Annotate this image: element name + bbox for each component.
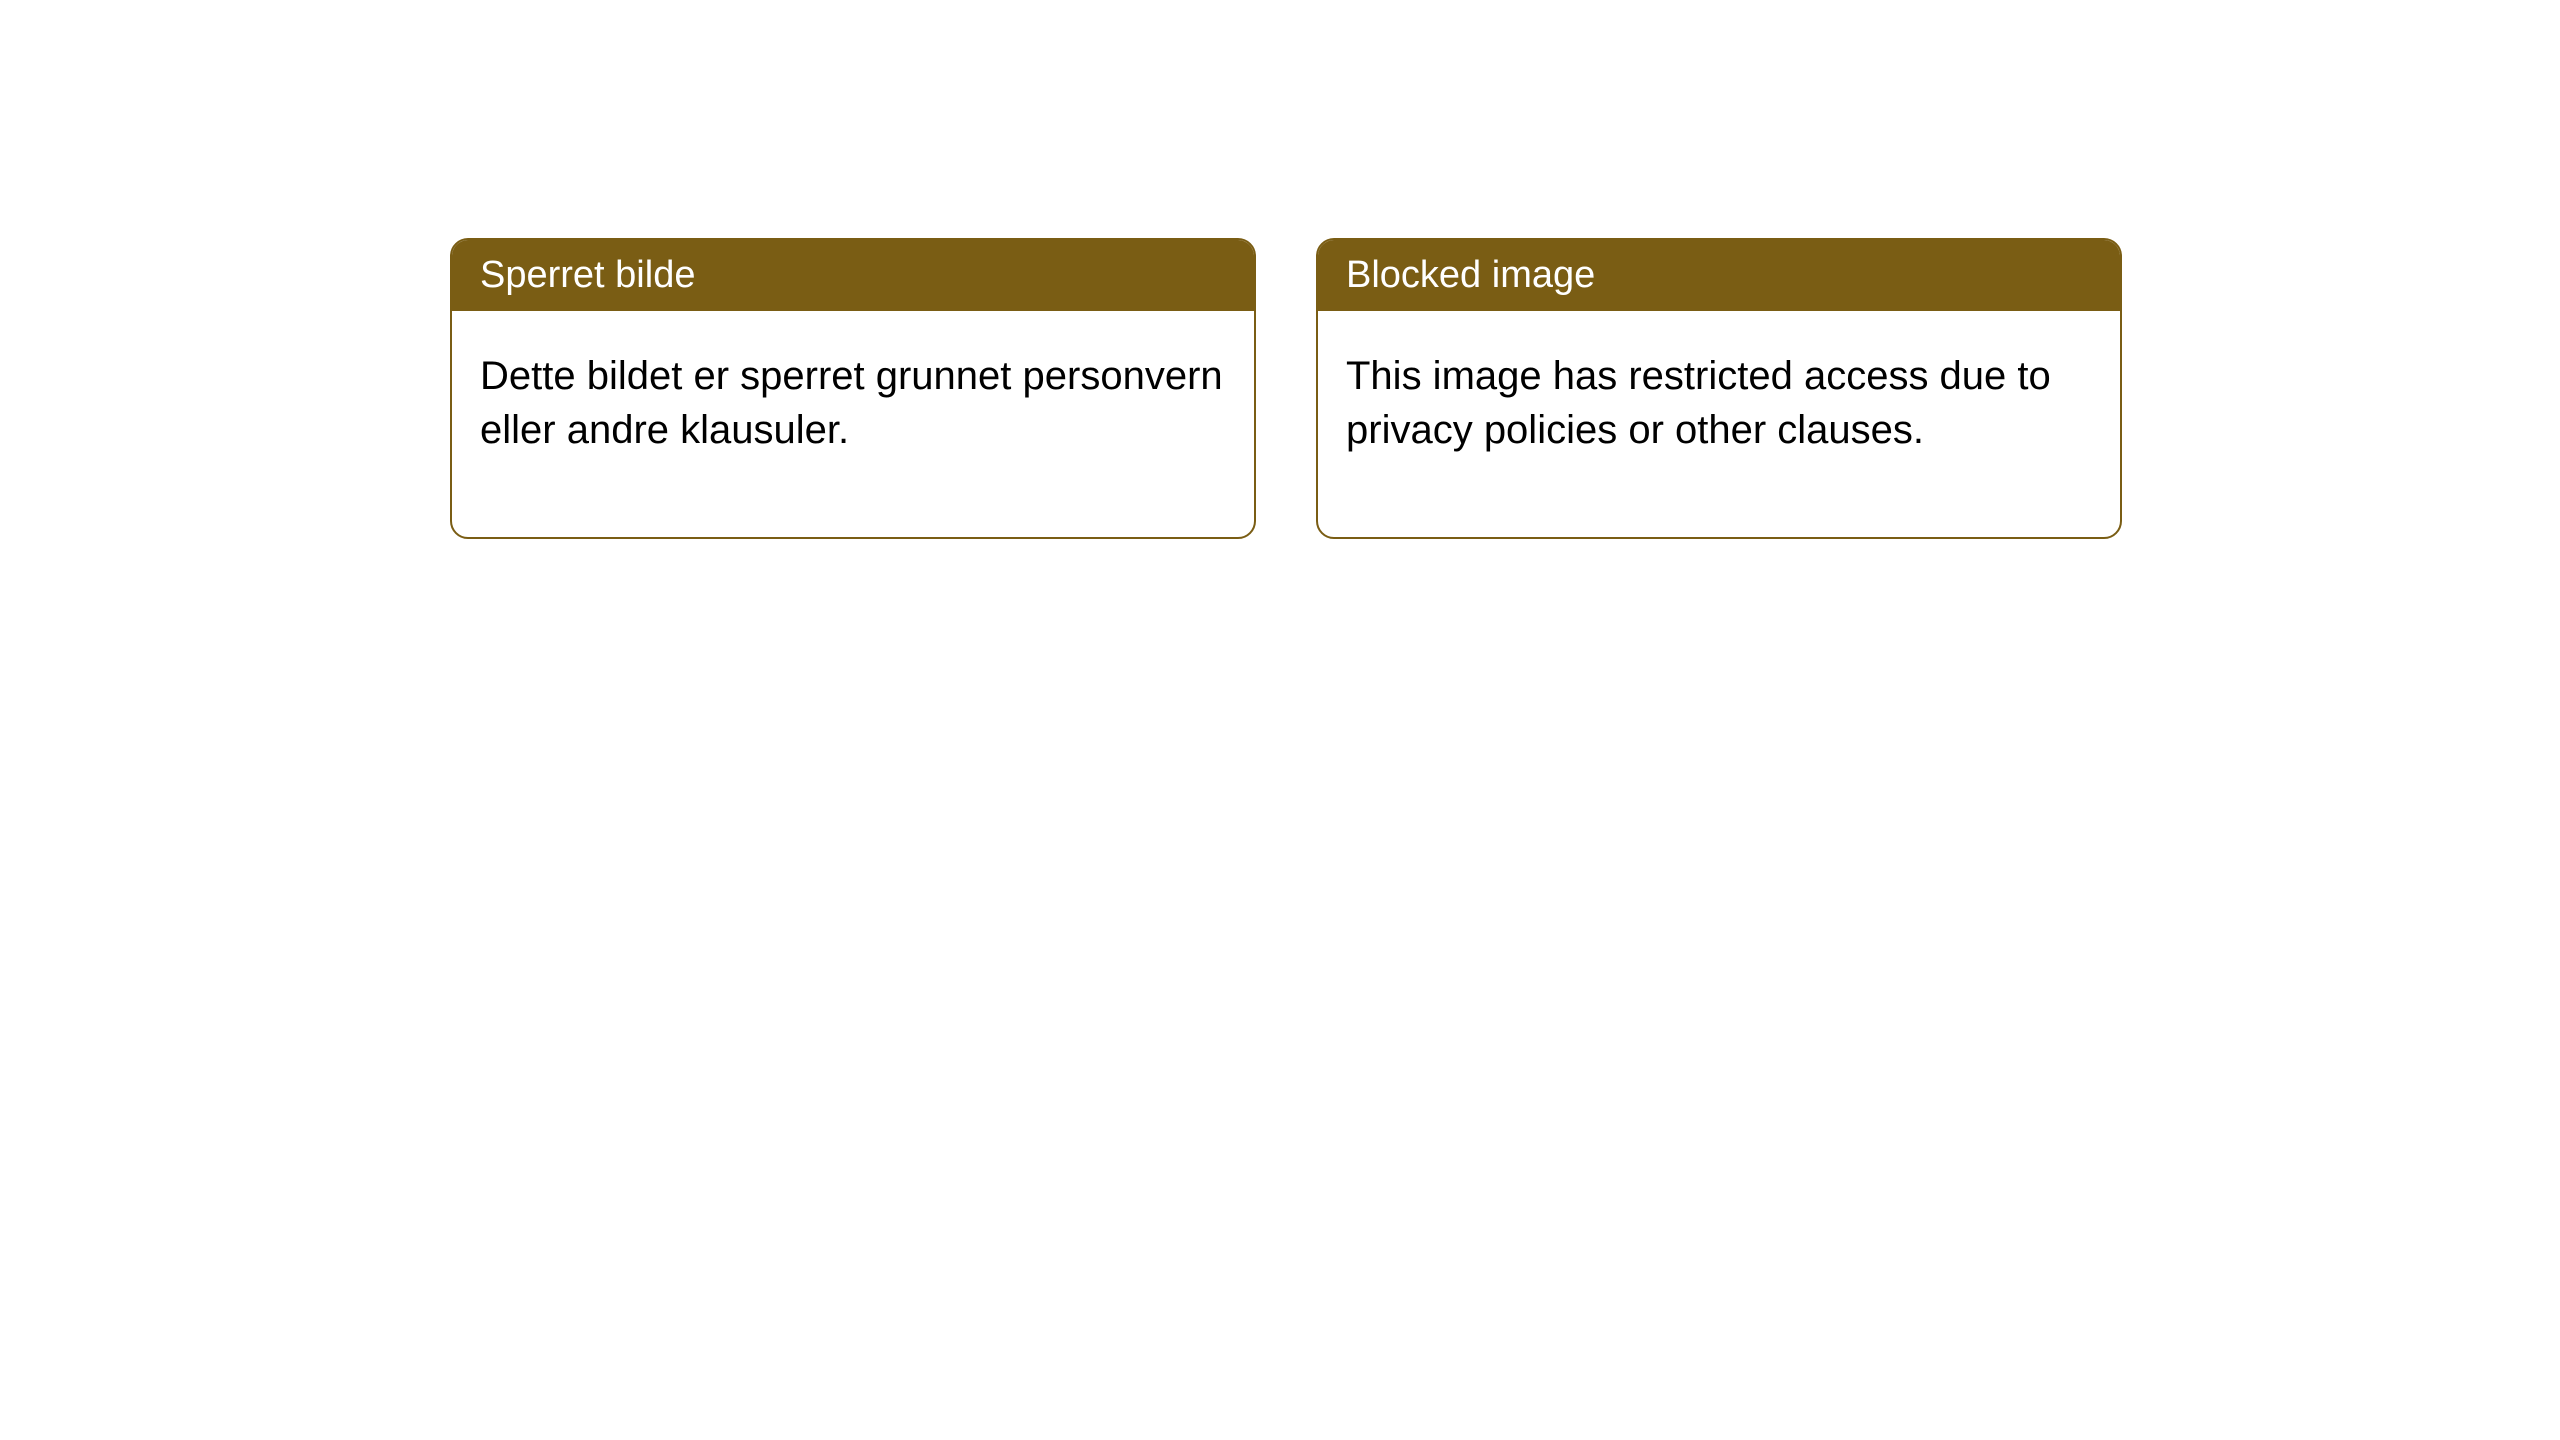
notice-card-norwegian: Sperret bilde Dette bildet er sperret gr… [450,238,1256,539]
card-body-english: This image has restricted access due to … [1318,311,2120,537]
card-body-norwegian: Dette bildet er sperret grunnet personve… [452,311,1254,537]
card-header-english: Blocked image [1318,240,2120,311]
notice-container: Sperret bilde Dette bildet er sperret gr… [450,238,2122,539]
card-header-norwegian: Sperret bilde [452,240,1254,311]
notice-card-english: Blocked image This image has restricted … [1316,238,2122,539]
